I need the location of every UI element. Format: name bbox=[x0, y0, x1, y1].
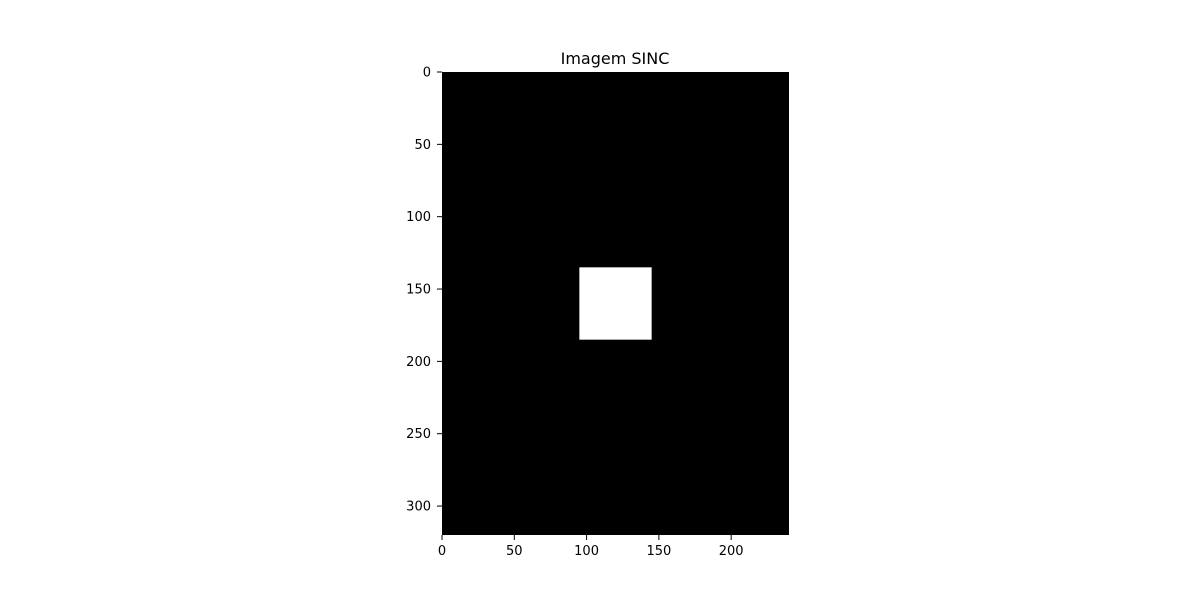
x-tick-label: 50 bbox=[506, 544, 523, 559]
plot-area bbox=[442, 72, 789, 535]
y-axis: 0 50 100 150 200 250 300 bbox=[406, 66, 442, 515]
y-tick-label: 150 bbox=[406, 283, 431, 298]
y-tick-label: 50 bbox=[414, 138, 431, 153]
x-tick-label: 0 bbox=[438, 544, 446, 559]
y-tick-label: 0 bbox=[423, 66, 431, 81]
x-tick-label: 200 bbox=[719, 544, 744, 559]
image-region-0 bbox=[579, 267, 652, 340]
y-tick-label: 200 bbox=[406, 355, 431, 370]
x-tick-label: 150 bbox=[646, 544, 671, 559]
y-tick-label: 250 bbox=[406, 427, 431, 442]
x-tick-label: 100 bbox=[574, 544, 599, 559]
y-tick-label: 100 bbox=[406, 210, 431, 225]
chart-title: Imagem SINC bbox=[561, 49, 670, 68]
y-tick-label: 300 bbox=[406, 500, 431, 515]
x-axis: 0 50 100 150 200 bbox=[438, 535, 744, 559]
